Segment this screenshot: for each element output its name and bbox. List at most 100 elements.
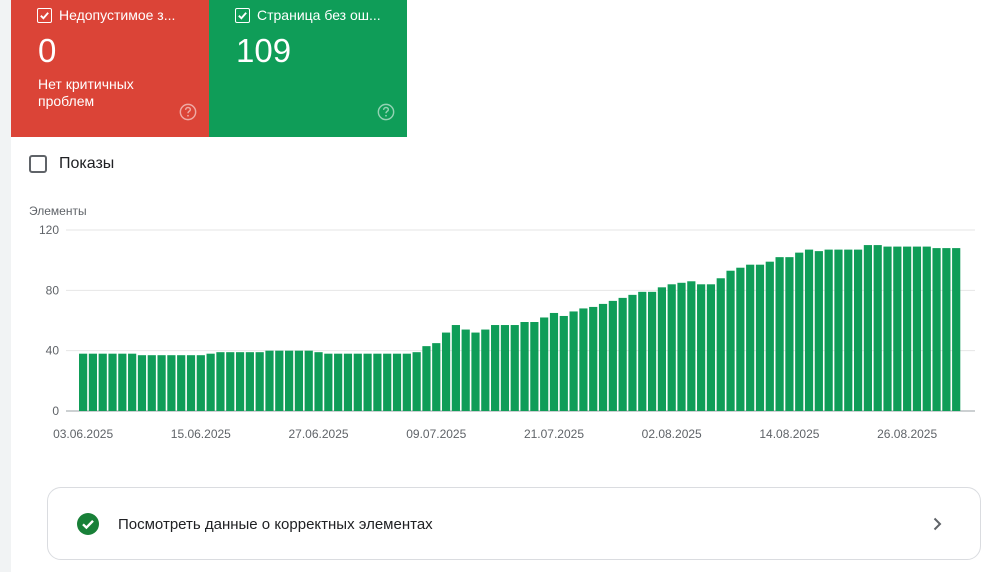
chart-bar[interactable] (137, 355, 147, 411)
chart-bar[interactable] (618, 297, 627, 412)
chart-bar[interactable] (647, 291, 657, 411)
chart-bar[interactable] (785, 257, 794, 411)
chart-bar[interactable] (903, 246, 912, 411)
chart-bar[interactable] (520, 322, 529, 411)
impressions-toggle[interactable]: Показы (29, 155, 114, 173)
chart-bar[interactable] (589, 306, 598, 411)
chart-bar[interactable] (392, 353, 402, 411)
chart-bar[interactable] (363, 353, 372, 411)
chart-bar[interactable] (285, 350, 294, 411)
chart-bar[interactable] (932, 248, 941, 411)
chart-bar[interactable] (451, 325, 460, 411)
chart-bar[interactable] (804, 249, 814, 411)
chart-bar[interactable] (275, 350, 284, 411)
chart-bar[interactable] (422, 346, 431, 411)
chart-bar[interactable] (706, 284, 716, 411)
chart-bar[interactable] (432, 343, 441, 412)
chart-bar[interactable] (118, 353, 127, 411)
chart-bar[interactable] (559, 315, 568, 411)
chart-bar[interactable] (677, 282, 686, 411)
chart-bar[interactable] (383, 353, 392, 411)
chart-bar[interactable] (549, 312, 559, 411)
chart-bar[interactable] (88, 353, 98, 411)
card-invalid[interactable]: Недопустимое з... 0 Нет критичных пробле… (11, 0, 209, 137)
chart-bar[interactable] (873, 245, 882, 411)
chart-bar[interactable] (304, 350, 313, 411)
chart-bar[interactable] (795, 252, 804, 412)
chart-bar[interactable] (245, 352, 254, 411)
chart-bar[interactable] (628, 294, 637, 411)
chart-bar[interactable] (638, 291, 647, 411)
chart-bar[interactable] (196, 355, 205, 411)
chart-bar[interactable] (500, 325, 510, 411)
chart-bar[interactable] (736, 267, 745, 411)
chart-bar[interactable] (324, 353, 333, 411)
chart-bar[interactable] (79, 353, 88, 411)
chart-bar[interactable] (608, 300, 617, 411)
chart-bar[interactable] (128, 353, 137, 411)
chart-bar[interactable] (912, 246, 922, 411)
chart-bar[interactable] (863, 245, 872, 411)
chart-bar[interactable] (98, 353, 107, 411)
chart-bar[interactable] (844, 249, 853, 411)
chart-bar[interactable] (167, 355, 176, 411)
chart-bar[interactable] (569, 311, 578, 411)
chart-bar[interactable] (746, 264, 755, 411)
chart-bar[interactable] (471, 332, 480, 411)
chart-bar[interactable] (294, 350, 304, 411)
help-icon[interactable] (179, 103, 197, 121)
chart-bar[interactable] (206, 353, 215, 411)
chart-bar[interactable] (834, 249, 843, 411)
chart-bar[interactable] (853, 249, 863, 411)
chart-bar[interactable] (334, 353, 343, 411)
chart-bar[interactable] (922, 246, 931, 411)
checkbox-checked-icon[interactable] (235, 7, 250, 23)
chart-bar[interactable] (108, 353, 117, 411)
chart-bar[interactable] (226, 352, 235, 411)
chart-bar[interactable] (157, 355, 166, 411)
card-valid[interactable]: Страница без ош... 109 (209, 0, 407, 137)
chart-bar[interactable] (186, 355, 196, 411)
chart-bar[interactable] (814, 251, 823, 411)
chart-bar[interactable] (255, 352, 264, 411)
chart-bar[interactable] (216, 352, 225, 411)
chart-bar[interactable] (775, 257, 784, 411)
chart-bar[interactable] (461, 329, 470, 411)
chart-bar[interactable] (530, 322, 539, 411)
chart-bar[interactable] (177, 355, 186, 411)
chart-bar[interactable] (402, 353, 411, 411)
chart-bar[interactable] (481, 329, 490, 411)
chart-bar[interactable] (755, 264, 765, 411)
checkbox-unchecked-icon[interactable] (29, 155, 47, 173)
chart-bar[interactable] (412, 352, 421, 411)
chart-bar[interactable] (579, 308, 588, 411)
view-valid-items-button[interactable]: Посмотреть данные о корректных элементах (47, 487, 981, 560)
chart-bar[interactable] (667, 284, 676, 411)
chart-bar[interactable] (235, 352, 245, 411)
chart-bar[interactable] (687, 281, 696, 411)
chart-bar[interactable] (598, 303, 608, 411)
help-icon[interactable] (377, 103, 395, 121)
chart-bar[interactable] (491, 325, 500, 411)
chart-bar[interactable] (540, 317, 549, 411)
chart-bar[interactable] (147, 355, 156, 411)
chart-bar[interactable] (510, 325, 519, 411)
chart-bar[interactable] (657, 287, 666, 411)
chart-bar[interactable] (824, 249, 833, 411)
chart-bar[interactable] (373, 353, 382, 411)
chart-bar[interactable] (353, 353, 362, 411)
chart-bar[interactable] (343, 353, 353, 411)
x-tick-label: 14.08.2025 (759, 427, 819, 441)
chart-bar[interactable] (952, 248, 961, 411)
chart-bar[interactable] (265, 350, 274, 411)
chart-bar[interactable] (883, 246, 892, 411)
chart-bar[interactable] (893, 246, 902, 411)
chart-bar[interactable] (942, 248, 951, 411)
chart-bar[interactable] (716, 278, 725, 411)
chart-bar[interactable] (765, 261, 774, 411)
chart-bar[interactable] (441, 332, 451, 411)
chart-bar[interactable] (697, 284, 706, 411)
checkbox-checked-icon[interactable] (37, 7, 52, 23)
chart-bar[interactable] (726, 270, 735, 411)
chart-bar[interactable] (314, 352, 323, 411)
